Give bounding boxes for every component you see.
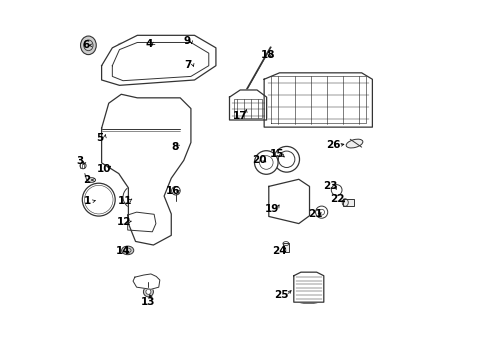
Text: 20: 20 bbox=[251, 155, 266, 165]
Text: 6: 6 bbox=[82, 40, 89, 50]
Circle shape bbox=[204, 47, 212, 55]
Circle shape bbox=[143, 287, 153, 297]
Text: 24: 24 bbox=[272, 247, 286, 256]
Text: 16: 16 bbox=[165, 186, 180, 197]
Ellipse shape bbox=[190, 64, 197, 69]
Circle shape bbox=[117, 43, 125, 51]
Circle shape bbox=[259, 156, 272, 169]
Ellipse shape bbox=[122, 246, 134, 255]
Text: 18: 18 bbox=[260, 50, 275, 60]
Circle shape bbox=[273, 147, 299, 172]
Ellipse shape bbox=[298, 273, 319, 279]
Polygon shape bbox=[293, 272, 323, 302]
Text: 14: 14 bbox=[116, 247, 130, 256]
Text: 1: 1 bbox=[83, 197, 91, 206]
Bar bbox=[283, 243, 288, 252]
Text: 17: 17 bbox=[232, 111, 247, 121]
Polygon shape bbox=[102, 94, 190, 245]
Circle shape bbox=[82, 183, 115, 216]
Text: 25: 25 bbox=[273, 291, 288, 300]
Text: 11: 11 bbox=[117, 196, 132, 206]
Text: 12: 12 bbox=[117, 217, 131, 227]
Circle shape bbox=[278, 151, 294, 167]
Circle shape bbox=[274, 186, 304, 216]
Polygon shape bbox=[268, 179, 309, 224]
Ellipse shape bbox=[346, 139, 362, 148]
Circle shape bbox=[123, 186, 145, 208]
Circle shape bbox=[94, 195, 103, 204]
Circle shape bbox=[279, 192, 298, 210]
Polygon shape bbox=[127, 212, 156, 232]
Circle shape bbox=[126, 155, 155, 184]
Polygon shape bbox=[133, 274, 160, 289]
Bar bbox=[343, 199, 353, 206]
Text: 21: 21 bbox=[307, 209, 322, 219]
Polygon shape bbox=[229, 90, 266, 120]
Circle shape bbox=[190, 62, 196, 67]
Circle shape bbox=[318, 209, 324, 215]
Text: 2: 2 bbox=[83, 175, 90, 185]
Ellipse shape bbox=[87, 178, 95, 182]
Text: 8: 8 bbox=[171, 142, 179, 152]
Text: 10: 10 bbox=[96, 163, 111, 174]
Text: 26: 26 bbox=[326, 140, 340, 150]
Circle shape bbox=[172, 141, 179, 149]
Polygon shape bbox=[264, 73, 372, 127]
Ellipse shape bbox=[185, 44, 198, 59]
Ellipse shape bbox=[81, 36, 96, 55]
Circle shape bbox=[145, 289, 151, 294]
Polygon shape bbox=[102, 35, 216, 85]
Circle shape bbox=[84, 185, 113, 214]
Text: 19: 19 bbox=[264, 203, 279, 213]
Circle shape bbox=[153, 36, 161, 44]
Circle shape bbox=[120, 149, 162, 190]
Circle shape bbox=[315, 206, 327, 218]
Circle shape bbox=[331, 185, 341, 195]
Text: 13: 13 bbox=[141, 297, 155, 307]
Circle shape bbox=[169, 139, 182, 151]
Circle shape bbox=[128, 191, 141, 203]
Text: 7: 7 bbox=[184, 60, 192, 70]
Circle shape bbox=[254, 151, 278, 174]
Text: 15: 15 bbox=[269, 149, 284, 159]
Text: 5: 5 bbox=[96, 133, 103, 143]
Circle shape bbox=[171, 186, 180, 195]
Text: 4: 4 bbox=[145, 39, 152, 49]
Circle shape bbox=[186, 36, 194, 44]
Circle shape bbox=[135, 163, 146, 175]
Text: 9: 9 bbox=[183, 36, 190, 46]
Circle shape bbox=[87, 188, 110, 211]
Text: 3: 3 bbox=[77, 157, 83, 166]
Text: 23: 23 bbox=[322, 181, 337, 192]
Text: 22: 22 bbox=[329, 194, 344, 204]
Circle shape bbox=[275, 204, 285, 214]
Circle shape bbox=[293, 205, 302, 213]
